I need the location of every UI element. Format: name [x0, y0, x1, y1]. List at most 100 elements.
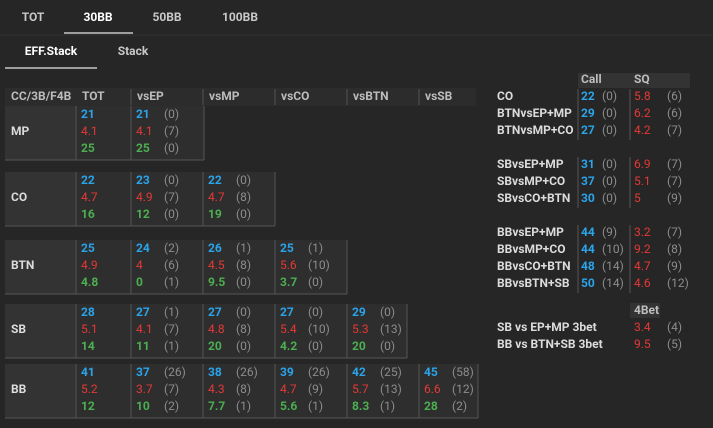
call-value: 50 — [581, 276, 595, 290]
tab[interactable]: 50BB — [152, 10, 181, 24]
cell-count: (13) — [380, 382, 402, 396]
sq-value: 4.6 — [634, 276, 651, 290]
cell-value: 4 — [136, 258, 143, 272]
cell-count: (8) — [236, 190, 251, 204]
fourbet-value: 3.4 — [634, 320, 651, 334]
column-header: vsBTN — [353, 89, 389, 103]
cell-value: 5.6 — [280, 399, 297, 413]
sq-value: 5.8 — [634, 89, 651, 103]
cell-count: (2) — [164, 241, 179, 255]
column-header: TOT — [82, 89, 105, 103]
cell-count: (0) — [236, 305, 251, 319]
tot-value: 16 — [81, 207, 95, 221]
cell-value: 27 — [280, 305, 294, 319]
cell-value: 25 — [280, 241, 294, 255]
fourbet-value: 9.5 — [634, 337, 651, 351]
cell-value: 42 — [352, 365, 366, 379]
call-value: 30 — [581, 191, 595, 205]
row-label-cell — [5, 172, 75, 226]
cell-count: (0) — [236, 275, 251, 289]
column-header: vsEP — [137, 89, 164, 103]
row-label: SB — [11, 322, 26, 336]
sq-value: 9.2 — [634, 242, 651, 256]
subtab-active[interactable]: EFF.Stack — [25, 44, 78, 58]
call-count: (0) — [602, 191, 617, 205]
cell-count: (26) — [308, 365, 330, 379]
cell-value: 24 — [136, 241, 150, 255]
sq-count: (9) — [667, 259, 682, 273]
sq-count: (7) — [667, 174, 682, 188]
tab[interactable]: 100BB — [222, 10, 258, 24]
cell-value: 27 — [136, 305, 150, 319]
cell-count: (1) — [308, 399, 323, 413]
call-count: (0) — [602, 157, 617, 171]
column-header: vsMP — [209, 89, 240, 103]
cell-count: (0) — [236, 339, 251, 353]
cell-value: 5.3 — [352, 322, 369, 336]
row-label-cell — [5, 304, 75, 358]
column-header: vsCO — [281, 89, 309, 103]
sq-value: 4.2 — [634, 123, 651, 137]
sq-value: 6.2 — [634, 106, 651, 120]
cell-value: 38 — [208, 365, 222, 379]
side-header: Call — [581, 72, 602, 86]
sq-count: (12) — [667, 276, 689, 290]
call-count: (14) — [602, 259, 624, 273]
row-bg — [5, 364, 478, 418]
tab-active[interactable]: 30BB — [83, 10, 112, 24]
cell-count: (0) — [236, 173, 251, 187]
row-label: BTN — [11, 258, 34, 272]
sq-value: 3.2 — [634, 225, 651, 239]
cell-value: 3.7 — [136, 382, 153, 396]
row-label-cell — [5, 106, 75, 160]
cell-value: 4.7 — [280, 382, 297, 396]
tot-value: 4.7 — [81, 190, 98, 204]
cell-value: 12 — [136, 207, 150, 221]
cell-count: (1) — [308, 241, 323, 255]
call-value: 22 — [581, 89, 595, 103]
subtab[interactable]: Stack — [118, 44, 149, 58]
call-count: (10) — [602, 242, 624, 256]
cell-value: 4.7 — [208, 190, 225, 204]
call-count: (0) — [602, 89, 617, 103]
cell-count: (0) — [236, 207, 251, 221]
sq-value: 5 — [634, 191, 641, 205]
tot-value: 41 — [81, 365, 95, 379]
tot-value: 5.1 — [81, 322, 98, 336]
fourbet-header: 4Bet — [634, 303, 659, 317]
cell-value: 22 — [208, 173, 222, 187]
cell-count: (0) — [164, 141, 179, 155]
cell-count: (2) — [452, 399, 467, 413]
tot-value: 28 — [81, 305, 95, 319]
row-label: CO — [11, 190, 27, 204]
fourbet-header-bg — [630, 303, 660, 318]
side-label: SBvsCO+BTN — [497, 191, 570, 205]
cell-value: 4.9 — [136, 190, 153, 204]
cell-count: (6) — [164, 258, 179, 272]
row-label: BB — [11, 382, 27, 396]
cell-count: (0) — [164, 207, 179, 221]
sq-count: (8) — [667, 242, 682, 256]
cell-value: 20 — [352, 339, 366, 353]
tot-value: 4.9 — [81, 258, 98, 272]
cell-count: (1) — [164, 275, 179, 289]
cell-value: 45 — [424, 365, 438, 379]
tot-value: 4.1 — [81, 124, 98, 138]
sq-value: 4.7 — [634, 259, 651, 273]
tab[interactable]: TOT — [22, 10, 45, 24]
cell-value: 27 — [208, 305, 222, 319]
tot-value: 25 — [81, 141, 95, 155]
cell-value: 39 — [280, 365, 294, 379]
cell-value: 10 — [136, 399, 150, 413]
cell-count: (1) — [164, 339, 179, 353]
fourbet-label: SB vs EP+MP 3bet — [497, 320, 597, 334]
cell-value: 26 — [208, 241, 222, 255]
sq-count: (7) — [667, 157, 682, 171]
side-label: BBvsCO+BTN — [497, 259, 571, 273]
call-count: (14) — [602, 276, 624, 290]
cell-value: 19 — [208, 207, 222, 221]
side-label: SBvsEP+MP — [497, 157, 564, 171]
cell-count: (7) — [164, 382, 179, 396]
cell-count: (0) — [308, 275, 323, 289]
cell-count: (26) — [164, 365, 186, 379]
